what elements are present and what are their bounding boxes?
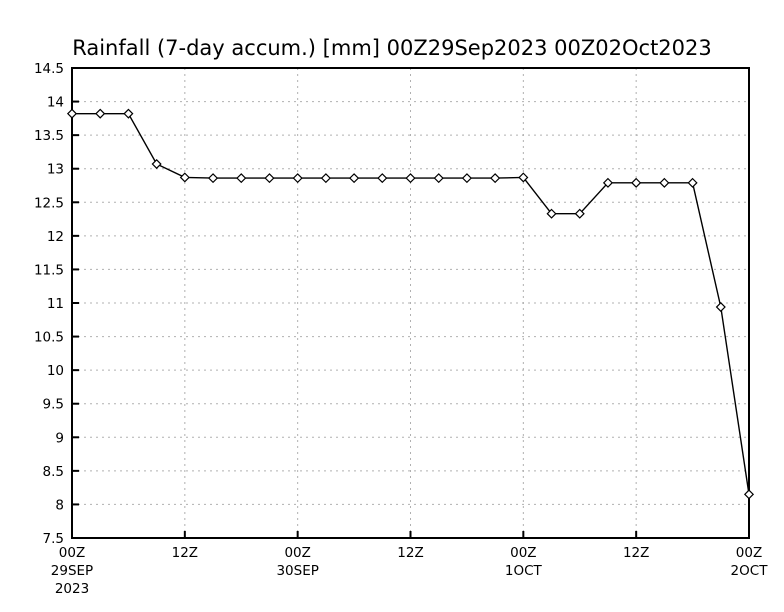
x-tick-label: 12Z: [623, 545, 649, 561]
data-point-marker: [236, 173, 247, 184]
y-tick-label: 12: [47, 229, 64, 245]
data-point-marker: [123, 108, 134, 119]
data-point-marker: [320, 173, 331, 184]
y-tick-label: 10.5: [34, 330, 64, 346]
x-tick-label: 2OCT: [731, 563, 769, 579]
x-tick-label: 00Z: [59, 545, 85, 561]
data-point-marker: [602, 177, 614, 188]
x-tick-label: 00Z: [510, 545, 536, 561]
x-tick-label: 1OCT: [505, 563, 543, 579]
data-point-marker: [349, 173, 360, 184]
x-tick-label: 00Z: [736, 545, 762, 561]
data-point-marker: [264, 173, 275, 184]
x-tick-label: 30SEP: [276, 563, 318, 579]
y-tick-label: 11: [47, 296, 64, 312]
data-point-marker: [95, 108, 106, 119]
data-point-marker: [461, 173, 472, 184]
data-point-marker: [546, 208, 557, 219]
y-tick-label: 13.5: [34, 128, 64, 144]
data-point-marker: [490, 173, 501, 184]
x-tick-label: 2023: [55, 581, 89, 597]
y-tick-label: 10: [47, 363, 64, 379]
data-point-marker: [518, 172, 529, 183]
x-tick-label: 29SEP: [51, 563, 93, 579]
data-series: [66, 108, 755, 500]
data-point-marker: [574, 208, 585, 219]
x-tick-label: 12Z: [397, 545, 423, 561]
y-axis-ticks: 7.5 8 8.5 9 9.5 10 10.5 11 11.5 12 12.5 13 13.5 14 14.…: [34, 61, 79, 547]
y-tick-label: 14.5: [34, 61, 64, 77]
data-point-marker: [743, 489, 755, 500]
x-tick-label: 00Z: [284, 545, 310, 561]
y-tick-label: 14: [47, 95, 64, 111]
grid-lines: [72, 68, 749, 538]
y-tick-label: 11.5: [34, 262, 64, 278]
data-point-marker: [659, 177, 670, 188]
y-tick-label: 12.5: [34, 195, 64, 211]
data-point-marker: [151, 158, 162, 170]
data-point-marker: [405, 173, 416, 184]
data-point-marker: [377, 173, 388, 184]
data-point-marker: [179, 172, 190, 183]
x-tick-label: 12Z: [172, 545, 198, 561]
data-point-marker: [292, 173, 303, 184]
data-point-marker: [631, 177, 642, 188]
y-tick-label: 8.5: [43, 464, 64, 480]
y-tick-label: 8: [55, 497, 64, 513]
y-tick-label: 13: [47, 162, 64, 178]
y-tick-label: 9: [55, 430, 64, 446]
data-point-marker: [433, 173, 444, 184]
data-point-marker: [66, 108, 78, 119]
y-tick-label: 7.5: [43, 531, 64, 547]
data-point-marker: [715, 301, 726, 313]
data-point-marker: [207, 173, 219, 184]
chart-title: Rainfall (7-day accum.) [mm] 00Z29Sep202…: [72, 36, 712, 60]
data-point-marker: [687, 177, 698, 188]
y-tick-label: 9.5: [43, 397, 64, 413]
x-axis-ticks: 00Z 29SEP 2023 12Z 00Z 30SEP 12Z 00Z 1OCT 12Z 00Z 2…: [51, 531, 768, 597]
